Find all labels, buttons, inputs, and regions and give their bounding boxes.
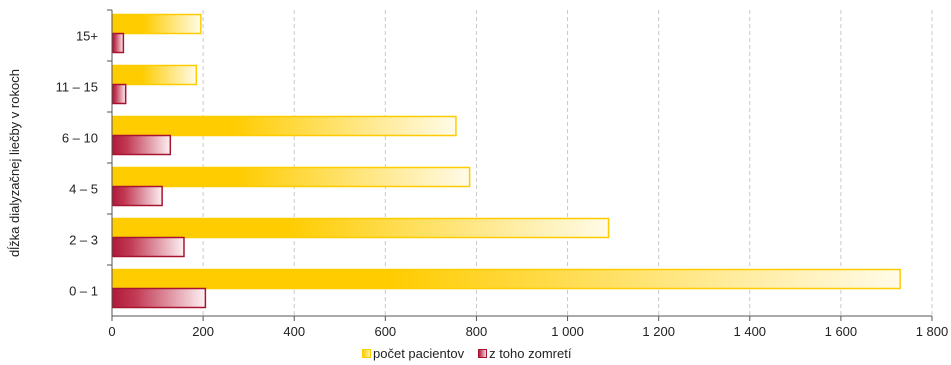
bar-deceased: [111, 185, 163, 207]
x-tick-label: 1 000: [551, 324, 584, 339]
bar-deceased: [111, 32, 125, 54]
y-tick-label: 15+: [76, 29, 98, 44]
bar-deceased: [111, 134, 172, 156]
legend: počet pacientov z toho zomretí: [362, 346, 585, 361]
legend-item-deceased: z toho zomretí: [478, 346, 571, 361]
bar-patients: [111, 166, 471, 188]
bar-patients: [111, 13, 202, 35]
x-tick-label: 1 400: [734, 324, 767, 339]
legend-label-patients: počet pacientov: [373, 346, 465, 361]
y-tick-label: 11 – 15: [56, 80, 98, 95]
bar-patients: [111, 64, 198, 86]
bar-deceased: [111, 236, 185, 258]
x-tick-label: 200: [192, 324, 214, 339]
bar-patients: [111, 217, 610, 239]
x-tick-label: 800: [466, 324, 488, 339]
bars: [111, 13, 901, 309]
x-tick-label: 400: [283, 324, 305, 339]
x-tick-label: 600: [374, 324, 396, 339]
y-tick-label: 0 – 1: [69, 284, 98, 299]
legend-item-patients: počet pacientov: [362, 346, 464, 361]
x-tick-labels: 0 200 400 600 800 1 000 1 200 1 400 1 600 1 800: [108, 316, 948, 339]
x-tick-label: 1 600: [825, 324, 858, 339]
bar-patients: [111, 268, 901, 290]
bar-deceased: [111, 287, 207, 309]
legend-swatch-patients: [362, 349, 371, 358]
y-tick-label: 4 – 5: [69, 182, 98, 197]
y-axis-title: dĺžka dialyzačnej liečby v rokoch: [7, 69, 22, 257]
y-tick-label: 2 – 3: [69, 233, 98, 248]
y-tick-label: 6 – 10: [62, 131, 98, 146]
legend-label-deceased: z toho zomretí: [489, 346, 572, 361]
bar-patients: [111, 115, 457, 137]
legend-swatch-deceased: [478, 349, 488, 358]
x-tick-label: 1 800: [916, 324, 949, 339]
y-tick-labels: 0 – 1 2 – 3 4 – 5 6 – 10 11 – 15 15+: [56, 9, 112, 299]
x-tick-label: 0: [108, 324, 115, 339]
bar-deceased: [111, 83, 127, 105]
grid-lines: [202, 10, 933, 316]
x-tick-label: 1 200: [642, 324, 675, 339]
